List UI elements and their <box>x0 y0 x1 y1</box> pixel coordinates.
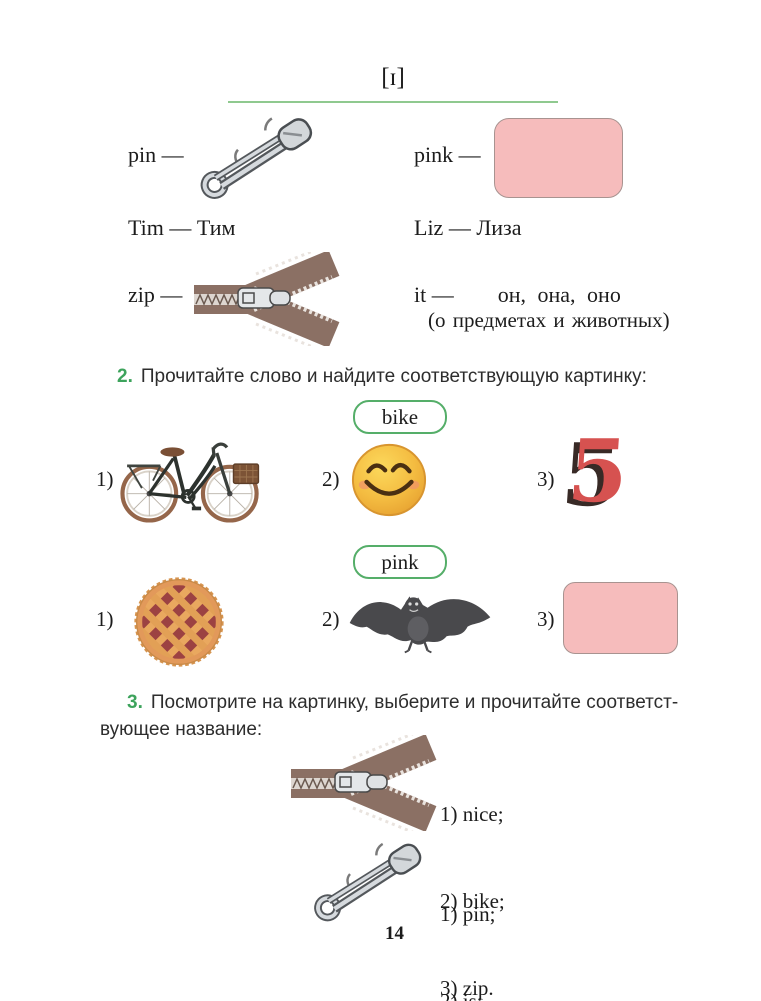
word-card-bike-label: bike <box>381 404 419 429</box>
pink-color-swatch <box>494 118 623 198</box>
item-label-1: 1) <box>96 467 114 491</box>
vocab-line-it: it — он, она, оно <box>414 282 621 308</box>
word-card-bike: bike <box>353 400 447 434</box>
bat-icon <box>344 585 496 661</box>
exercise2-number: 2. <box>117 366 133 387</box>
vocab-line-tim: Tim — Тим <box>128 215 236 240</box>
item-label-2: 2) <box>322 467 340 491</box>
option: 3) zip. <box>440 976 494 1000</box>
vocab-line-liz: Liz — Лиза <box>414 215 522 240</box>
item-label-2: 2) <box>322 607 340 631</box>
pie-icon <box>131 576 227 668</box>
it-translation: он, она, оно <box>497 282 621 307</box>
exercise3-instruction-line1: 3. Посмотрите на картинку, выберите и про… <box>127 692 679 713</box>
vocab-word-zip: zip — <box>128 282 183 307</box>
vocab-word-it: it — <box>414 282 454 307</box>
safety-pin-icon <box>182 104 324 208</box>
option: 1) pin; <box>440 902 496 926</box>
exercise3-task1-options: 1) nice; 2) bike; 3) zip. <box>440 742 505 1001</box>
exercise3-task2-options: 1) pin; 2) is; 3) ice. <box>440 842 495 1001</box>
exercise2-heading: 2. Прочитайте слово и найдите соответству… <box>100 363 680 390</box>
option: 2) is; <box>440 989 483 1001</box>
smiley-emoji-icon <box>349 441 429 519</box>
exercise3-instruction-line2: вующее название: <box>100 719 263 740</box>
item-label-3: 3) <box>537 607 555 631</box>
word-card-pink-label: pink <box>381 549 419 574</box>
option: 1) nice; <box>440 802 504 826</box>
phonetic-heading: [ɪ] <box>381 64 405 91</box>
vocab-word-pin: pin — <box>128 142 184 167</box>
option: 2) bike; <box>440 889 505 913</box>
green-divider-line <box>228 101 558 103</box>
it-translation-note: (о предметах и животных) <box>428 308 670 332</box>
exercise3-number: 3. <box>127 692 143 713</box>
safety-pin-icon <box>292 830 437 930</box>
page-number: 14 <box>385 923 404 944</box>
exercise3-heading: 3. Посмотрите на картинку, выберите и про… <box>100 689 690 743</box>
zipper-icon <box>289 735 439 831</box>
item-label-3: 3) <box>537 467 555 491</box>
vocab-word-pink: pink — <box>414 142 481 167</box>
word-card-pink: pink <box>353 545 447 579</box>
bicycle-icon <box>116 427 264 527</box>
pink-color-swatch <box>563 582 678 654</box>
exercise2-instruction: Прочитайте слово и найдите соответствующ… <box>140 366 647 387</box>
zipper-icon <box>192 252 342 346</box>
item-label-1: 1) <box>96 607 114 631</box>
red-number-five: 5 <box>564 421 632 522</box>
